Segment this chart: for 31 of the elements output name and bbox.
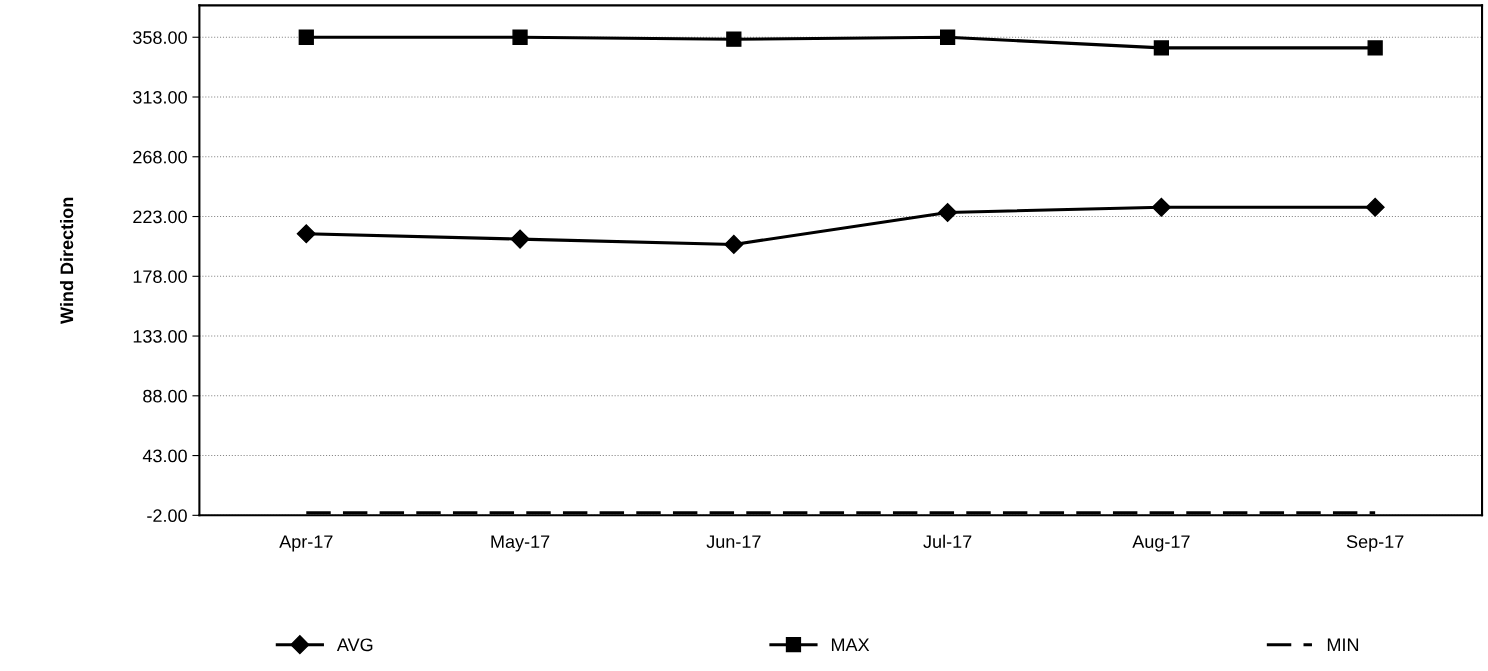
legend-label: MAX (831, 638, 870, 651)
y-tick-label: 43.00 (142, 449, 187, 463)
x-tick-label: Apr-17 (279, 535, 333, 552)
x-tick-label: Aug-17 (1132, 535, 1190, 552)
point (512, 29, 528, 45)
y-axis-title: Wind Direction (59, 197, 74, 324)
x-tick-label: Jun-17 (706, 535, 761, 549)
point (1151, 197, 1171, 217)
y-tick-label: 133.00 (133, 329, 187, 343)
y-tick-label: -2.00 (147, 509, 187, 523)
y-tick-label: 178.00 (133, 270, 187, 283)
point (726, 31, 742, 47)
x-tick-label: Jul-17 (923, 534, 972, 549)
point (1367, 40, 1383, 56)
point (1365, 197, 1385, 217)
point (938, 203, 958, 223)
y-tick-label: 358.00 (133, 31, 187, 44)
y-tick-label: 268.00 (133, 150, 187, 164)
x-tick-label: May-17 (491, 535, 550, 552)
point (724, 234, 744, 254)
point (939, 29, 956, 45)
legend-label: MIN (1327, 638, 1359, 651)
point (298, 29, 314, 45)
point (510, 229, 530, 249)
y-tick-label: 313.00 (133, 90, 187, 104)
point (296, 224, 316, 244)
y-tick-label: 88.00 (143, 389, 187, 403)
x-tick-label: Sep-17 (1346, 535, 1404, 552)
legend-label: AVG (336, 638, 373, 652)
y-tick-label: 223.00 (133, 210, 187, 224)
point (1153, 40, 1170, 56)
